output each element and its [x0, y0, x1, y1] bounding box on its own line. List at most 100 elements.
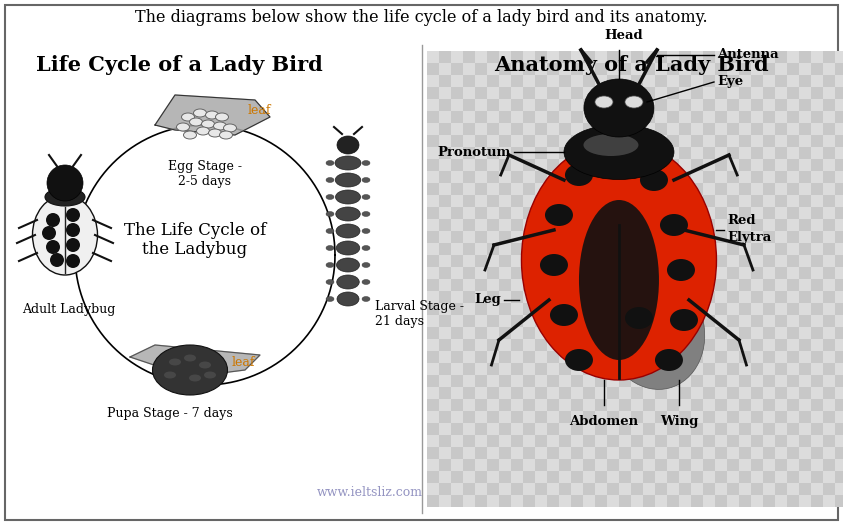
Bar: [427, 459, 438, 471]
Bar: [810, 231, 823, 243]
Bar: [679, 87, 690, 99]
Bar: [750, 435, 763, 447]
Bar: [631, 243, 642, 255]
Bar: [715, 363, 727, 375]
Bar: [475, 195, 486, 207]
Bar: [654, 207, 667, 219]
Bar: [498, 411, 511, 423]
Bar: [631, 159, 642, 171]
Bar: [486, 243, 498, 255]
Bar: [798, 411, 810, 423]
Ellipse shape: [362, 177, 370, 183]
Bar: [810, 375, 823, 387]
Bar: [738, 399, 750, 411]
Bar: [571, 447, 583, 459]
Bar: [727, 99, 738, 111]
Bar: [583, 351, 594, 363]
Ellipse shape: [153, 345, 228, 395]
Bar: [546, 219, 559, 231]
Bar: [463, 255, 475, 267]
Bar: [667, 207, 679, 219]
Ellipse shape: [326, 161, 334, 165]
Bar: [427, 375, 438, 387]
Bar: [438, 399, 450, 411]
Bar: [486, 195, 498, 207]
Bar: [727, 183, 738, 195]
Bar: [690, 63, 702, 75]
Bar: [559, 63, 571, 75]
Ellipse shape: [625, 307, 653, 329]
Bar: [571, 291, 583, 303]
Bar: [438, 183, 450, 195]
Bar: [823, 243, 835, 255]
Bar: [715, 483, 727, 495]
Bar: [594, 51, 606, 63]
Bar: [606, 171, 619, 183]
Bar: [594, 171, 606, 183]
Bar: [787, 471, 798, 483]
Bar: [438, 123, 450, 135]
Bar: [498, 159, 511, 171]
Bar: [667, 363, 679, 375]
Bar: [823, 219, 835, 231]
Bar: [498, 375, 511, 387]
Bar: [727, 171, 738, 183]
Bar: [486, 495, 498, 507]
Ellipse shape: [362, 212, 370, 216]
Bar: [486, 255, 498, 267]
Bar: [835, 87, 843, 99]
Bar: [475, 471, 486, 483]
Bar: [438, 147, 450, 159]
Bar: [534, 207, 546, 219]
Bar: [619, 351, 631, 363]
Bar: [810, 51, 823, 63]
Bar: [475, 267, 486, 279]
Bar: [486, 471, 498, 483]
Bar: [498, 435, 511, 447]
Bar: [427, 399, 438, 411]
Bar: [738, 459, 750, 471]
Bar: [798, 231, 810, 243]
Bar: [571, 111, 583, 123]
Text: The Life Cycle of
the Ladybug: The Life Cycle of the Ladybug: [124, 222, 266, 258]
Bar: [534, 159, 546, 171]
Bar: [690, 363, 702, 375]
Bar: [559, 291, 571, 303]
Bar: [810, 267, 823, 279]
Bar: [631, 435, 642, 447]
Polygon shape: [130, 345, 260, 377]
Bar: [571, 483, 583, 495]
Bar: [810, 99, 823, 111]
Bar: [702, 111, 715, 123]
Bar: [823, 255, 835, 267]
Bar: [594, 183, 606, 195]
Bar: [523, 63, 534, 75]
Bar: [546, 279, 559, 291]
Bar: [750, 411, 763, 423]
Bar: [450, 99, 463, 111]
Bar: [642, 63, 654, 75]
Bar: [427, 183, 438, 195]
Bar: [583, 471, 594, 483]
Bar: [667, 183, 679, 195]
Bar: [606, 279, 619, 291]
Bar: [775, 375, 787, 387]
Bar: [690, 411, 702, 423]
Bar: [534, 147, 546, 159]
Ellipse shape: [564, 124, 674, 180]
Bar: [450, 267, 463, 279]
Bar: [475, 375, 486, 387]
Bar: [738, 483, 750, 495]
Bar: [667, 435, 679, 447]
Bar: [823, 51, 835, 63]
Bar: [823, 495, 835, 507]
Bar: [631, 267, 642, 279]
Bar: [738, 99, 750, 111]
Bar: [475, 279, 486, 291]
Text: Adult Ladybug: Adult Ladybug: [22, 303, 115, 316]
Bar: [642, 123, 654, 135]
Bar: [727, 207, 738, 219]
Bar: [787, 135, 798, 147]
Bar: [619, 135, 631, 147]
Bar: [798, 219, 810, 231]
